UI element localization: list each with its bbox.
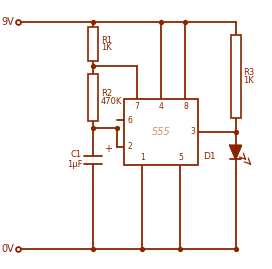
- Text: 7: 7: [135, 101, 140, 111]
- Text: 1: 1: [140, 153, 144, 162]
- Text: 3: 3: [190, 127, 195, 136]
- Text: 1μF: 1μF: [67, 160, 82, 168]
- Text: 2: 2: [127, 142, 132, 151]
- Text: 9V: 9V: [1, 17, 14, 27]
- Text: 1K: 1K: [101, 43, 112, 52]
- Text: +: +: [104, 144, 112, 154]
- Text: 8: 8: [183, 101, 188, 111]
- Bar: [124, 98, 198, 165]
- Text: C1: C1: [71, 150, 82, 159]
- Text: 470K: 470K: [101, 97, 122, 105]
- Text: 555: 555: [152, 126, 171, 137]
- Text: 5: 5: [178, 153, 183, 162]
- FancyBboxPatch shape: [231, 35, 240, 118]
- FancyBboxPatch shape: [88, 27, 98, 61]
- Text: R3: R3: [243, 68, 255, 77]
- FancyBboxPatch shape: [88, 73, 98, 121]
- Text: 0V: 0V: [1, 244, 14, 254]
- Text: 6: 6: [127, 116, 132, 125]
- Text: R1: R1: [101, 36, 112, 45]
- Polygon shape: [230, 145, 242, 159]
- Text: D1: D1: [203, 152, 216, 161]
- Text: 1K: 1K: [243, 76, 254, 85]
- Text: 4: 4: [158, 101, 163, 111]
- Text: R2: R2: [101, 89, 112, 98]
